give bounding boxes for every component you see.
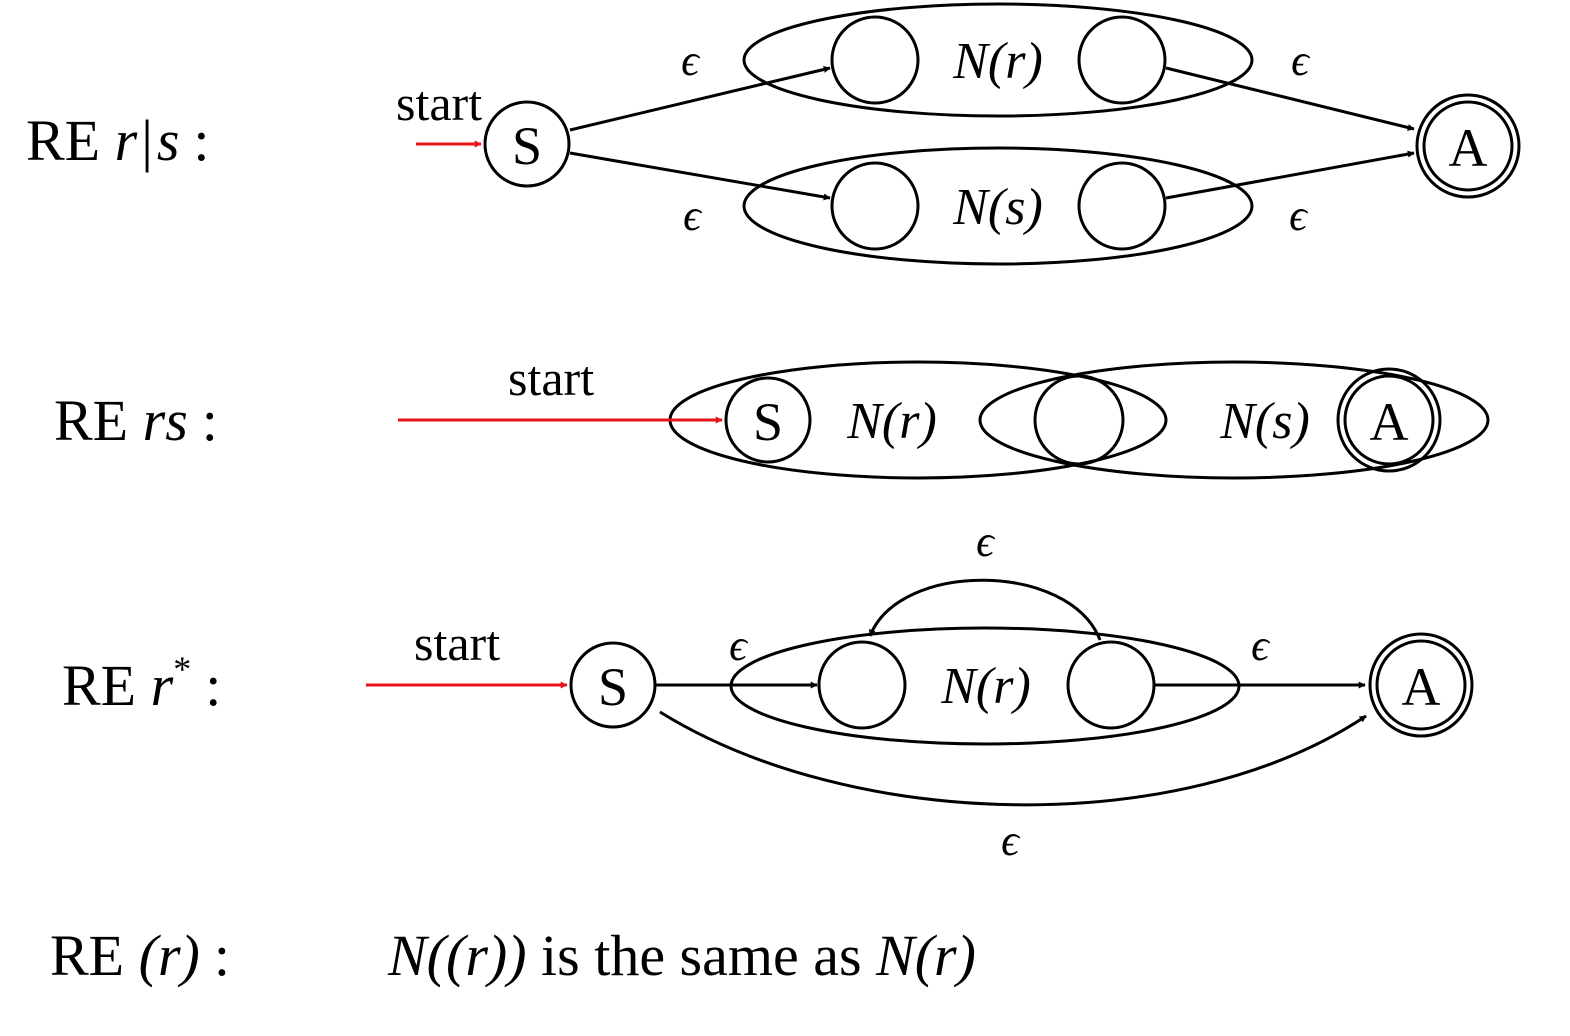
epsilon-label: ϵ (1251, 621, 1271, 670)
nfa-r-start-state (817, 640, 907, 730)
rule-concat: RE rs: start S N(r) N(s) A (54, 350, 1490, 480)
accept-state-label: A (1402, 657, 1441, 717)
accept-state-inner (1343, 374, 1435, 466)
start-state-label: S (512, 116, 542, 176)
nfa-r-label: N(r) (940, 658, 1031, 715)
accept-state-inner (1375, 639, 1467, 731)
accept-state-label: A (1370, 392, 1409, 452)
epsilon-label: ϵ (1291, 36, 1311, 85)
start-state (724, 376, 812, 464)
nfa-s-label: N(s) (952, 179, 1043, 236)
epsilon-label: ϵ (681, 36, 701, 85)
start-state-label: S (598, 657, 628, 717)
nfa-r-label: N(r) (846, 393, 937, 450)
nfa-r-start-state (830, 15, 920, 105)
nfa-s-label: N(s) (1219, 393, 1310, 450)
epsilon-edge (569, 66, 831, 132)
nfa-r-final-state (1077, 15, 1167, 105)
start-state-label: S (753, 392, 783, 452)
rule-paren-statement: N((r)) is the same as N(r) (387, 923, 976, 988)
epsilon-label: ϵ (1289, 191, 1309, 240)
epsilon-label: ϵ (729, 621, 749, 670)
accept-state-inner (1422, 100, 1514, 192)
rule-concat-label: RE rs: (54, 388, 218, 453)
loop-epsilon-edge (868, 578, 1102, 641)
nfa-r-label: N(r) (952, 33, 1043, 90)
nfa-s-start-state (830, 161, 920, 251)
accept-state-outer (1336, 367, 1442, 473)
nfa-s-boundary (978, 360, 1490, 480)
rule-paren: RE (r): N((r)) is the same as N(r) (50, 923, 976, 988)
epsilon-label: ϵ (1001, 816, 1021, 865)
start-label: start (508, 350, 594, 406)
rule-paren-label: RE (r): (50, 923, 230, 988)
skip-epsilon-edge (659, 710, 1367, 807)
rule-union: RE r|s: start S N(r) N(s) A ϵ ϵ ϵ ϵ (26, 2, 1521, 266)
rule-star: RE r*: start S N(r) A ϵ ϵ ϵ ϵ (62, 517, 1474, 865)
start-state (483, 100, 571, 188)
epsilon-edge (1165, 66, 1415, 131)
rule-union-label: RE r|s: (26, 108, 210, 173)
accept-state-label: A (1449, 118, 1488, 178)
epsilon-label: ϵ (683, 191, 703, 240)
epsilon-label: ϵ (976, 517, 996, 566)
epsilon-edge (1165, 150, 1415, 200)
nfa-s-final-state (1077, 161, 1167, 251)
start-state (569, 641, 657, 729)
start-label: start (396, 75, 482, 131)
epsilon-edge (569, 151, 831, 201)
nfa-s-boundary (742, 146, 1254, 266)
nfa-r-final-state (1066, 640, 1156, 730)
rule-star-label: RE r*: (62, 649, 221, 718)
nfa-r-boundary (742, 2, 1254, 118)
shared-state (1033, 374, 1125, 466)
start-label: start (414, 615, 500, 671)
